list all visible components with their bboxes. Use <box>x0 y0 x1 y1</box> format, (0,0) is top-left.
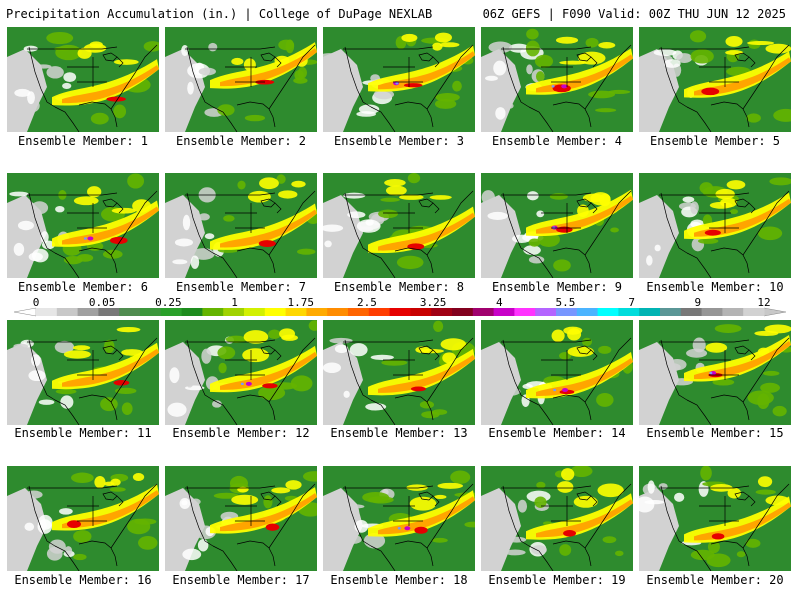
ensemble-map-4 <box>481 27 633 132</box>
colorbar-swatch <box>306 308 328 316</box>
colorbar-swatch <box>119 308 141 316</box>
colorbar-swatch <box>223 308 245 316</box>
ensemble-map-13 <box>323 320 475 425</box>
ensemble-map-8 <box>323 173 475 278</box>
ensemble-map-17 <box>165 466 317 571</box>
colorbar-high-arrow <box>763 307 787 317</box>
colorbar-swatch <box>410 308 432 316</box>
colorbar-tick-label: 0.25 <box>155 296 182 309</box>
colorbar-swatch <box>140 308 162 316</box>
ensemble-map-10 <box>639 173 791 278</box>
colorbar-swatch <box>348 308 370 316</box>
colorbar-tick-label: 4 <box>496 296 503 309</box>
colorbar-swatch <box>244 308 266 316</box>
colorbar-tick-label: 1.75 <box>287 296 314 309</box>
colorbar-tick-label: 5.5 <box>556 296 576 309</box>
colorbar-swatch <box>556 308 578 316</box>
ensemble-map-15 <box>639 320 791 425</box>
ensemble-member-label: Ensemble Member: 12 <box>172 426 310 440</box>
colorbar-swatch <box>618 308 640 316</box>
ensemble-map-1 <box>7 27 159 132</box>
ensemble-member-label: Ensemble Member: 15 <box>646 426 784 440</box>
ensemble-map-2 <box>165 27 317 132</box>
colorbar-swatch <box>285 308 307 316</box>
colorbar-swatch <box>77 308 99 316</box>
ensemble-map-20 <box>639 466 791 571</box>
ensemble-member-label: Ensemble Member: 4 <box>491 134 623 148</box>
colorbar-tick-label: 1 <box>231 296 238 309</box>
colorbar-swatch <box>202 308 224 316</box>
colorbar-tick-label: 12 <box>757 296 770 309</box>
ensemble-map-14 <box>481 320 633 425</box>
ensemble-map-18 <box>323 466 475 571</box>
colorbar-swatch <box>368 308 391 316</box>
ensemble-map-16 <box>7 466 159 571</box>
colorbar-swatch <box>493 308 515 316</box>
colorbar-swatch <box>327 308 349 316</box>
ensemble-member-label: Ensemble Member: 8 <box>333 280 465 294</box>
colorbar-swatch <box>264 308 287 316</box>
ensemble-member-label: Ensemble Member: 19 <box>488 573 626 587</box>
ensemble-member-label: Ensemble Member: 18 <box>330 573 468 587</box>
ensemble-member-label: Ensemble Member: 16 <box>14 573 152 587</box>
colorbar-swatch <box>56 308 79 316</box>
colorbar-swatch <box>452 308 474 316</box>
colorbar-tick-label: 0.05 <box>89 296 116 309</box>
colorbar-swatch <box>36 308 58 316</box>
colorbar-tick-label: 2.5 <box>357 296 377 309</box>
colorbar-swatch <box>743 308 765 316</box>
ensemble-map-19 <box>481 466 633 571</box>
colorbar-tick-label: 3.25 <box>420 296 447 309</box>
ensemble-member-label: Ensemble Member: 20 <box>646 573 784 587</box>
model-run-info: 06Z GEFS | F090 Valid: 00Z THU JUN 12 20… <box>482 7 786 21</box>
ensemble-member-label: Ensemble Member: 9 <box>491 280 623 294</box>
ensemble-member-label: Ensemble Member: 7 <box>175 280 307 294</box>
colorbar-swatch <box>680 308 703 316</box>
colorbar-swatch <box>597 308 619 316</box>
ensemble-map-12 <box>165 320 317 425</box>
colorbar-swatch <box>535 308 557 316</box>
colorbar-swatch <box>98 308 120 316</box>
colorbar-tick-label: 0 <box>33 296 40 309</box>
colorbar-swatch <box>431 308 453 316</box>
ensemble-map-6 <box>7 173 159 278</box>
colorbar-swatch <box>639 308 661 316</box>
ensemble-member-label: Ensemble Member: 10 <box>646 280 784 294</box>
ensemble-member-label: Ensemble Member: 2 <box>175 134 307 148</box>
colorbar-swatch <box>576 308 599 316</box>
ensemble-map-11 <box>7 320 159 425</box>
colorbar-swatch <box>701 308 723 316</box>
ensemble-map-3 <box>323 27 475 132</box>
ensemble-member-label: Ensemble Member: 11 <box>14 426 152 440</box>
ensemble-member-label: Ensemble Member: 3 <box>333 134 465 148</box>
colorbar-tick-label: 7 <box>628 296 635 309</box>
colorbar-swatch <box>472 308 495 316</box>
precip-colorbar: 0 0.05 0.25 1 1.75 2.5 3.25 4 5.5 7 9 12 <box>13 296 787 317</box>
ensemble-member-label: Ensemble Member: 14 <box>488 426 626 440</box>
colorbar-swatch <box>514 308 536 316</box>
ensemble-map-9 <box>481 173 633 278</box>
colorbar-swatch <box>389 308 411 316</box>
ensemble-member-label: Ensemble Member: 6 <box>17 280 149 294</box>
ensemble-map-7 <box>165 173 317 278</box>
colorbar-tick-label: 9 <box>695 296 702 309</box>
colorbar-swatch <box>660 308 682 316</box>
ensemble-member-label: Ensemble Member: 17 <box>172 573 310 587</box>
ensemble-member-label: Ensemble Member: 13 <box>330 426 468 440</box>
colorbar-swatch <box>181 308 203 316</box>
colorbar-swatch <box>722 308 744 316</box>
ensemble-map-5 <box>639 27 791 132</box>
colorbar-low-arrow <box>13 307 37 317</box>
ensemble-member-label: Ensemble Member: 5 <box>649 134 781 148</box>
colorbar-swatch <box>160 308 183 316</box>
ensemble-member-label: Ensemble Member: 1 <box>17 134 149 148</box>
map-title: Precipitation Accumulation (in.) | Colle… <box>6 7 433 21</box>
